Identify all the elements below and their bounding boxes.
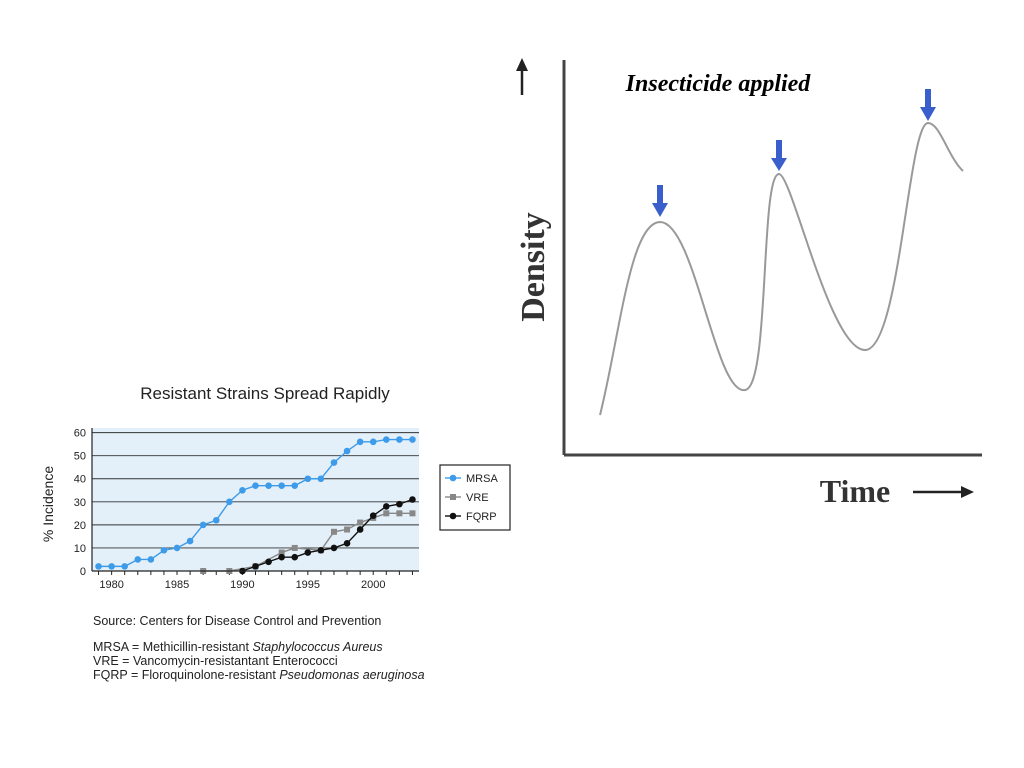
data-point-mrsa <box>369 438 377 446</box>
x-tick-label: 1995 <box>296 579 320 591</box>
density-x-arrow-head <box>961 486 974 498</box>
density-y-arrow-head <box>516 58 528 71</box>
source-note: Source: Centers for Disease Control and … <box>93 614 382 628</box>
grid-lines <box>92 432 419 549</box>
data-point-fqrp <box>252 563 259 570</box>
data-point-mrsa <box>121 563 128 570</box>
data-point-vre <box>357 519 364 526</box>
data-point-fqrp <box>343 540 351 547</box>
x-tick-label: 1985 <box>165 579 189 591</box>
note-mrsa: MRSA = Methicillin-resistant Staphylococ… <box>93 640 383 654</box>
data-point-vre <box>409 510 416 517</box>
data-point-mrsa <box>134 556 142 563</box>
data-point-mrsa <box>278 482 285 489</box>
y-tick-label: 60 <box>74 428 86 440</box>
data-point-mrsa <box>173 544 181 552</box>
series-layer <box>95 436 416 575</box>
data-point-mrsa <box>95 563 102 570</box>
data-point-mrsa <box>265 482 272 489</box>
data-point-fqrp <box>278 553 285 561</box>
data-point-fqrp <box>330 544 338 552</box>
resistance-chart-title: Resistant Strains Spread Rapidly <box>140 384 390 403</box>
legend: MRSA VRE FQRP <box>439 464 511 531</box>
density-y-label: Density <box>515 212 552 322</box>
y-tick-label: 20 <box>74 520 86 532</box>
note-name: Vancomycin-resistantant Enterococci <box>132 654 338 668</box>
data-point-mrsa <box>343 447 351 455</box>
legend-label-fqrp: FQRP <box>466 511 497 523</box>
data-point-mrsa <box>212 516 220 524</box>
data-point-fqrp <box>304 549 312 556</box>
data-point-mrsa <box>317 475 325 483</box>
data-point-vre <box>278 549 285 556</box>
plot-area <box>92 428 419 571</box>
data-point-mrsa <box>252 482 259 489</box>
data-point-fqrp <box>396 500 403 508</box>
density-curve <box>599 121 964 416</box>
insecticide-arrow-1 <box>652 185 668 217</box>
resistance-y-label: % Incidence <box>40 466 56 542</box>
density-x-label: Time <box>820 473 891 509</box>
data-point-mrsa <box>356 438 364 446</box>
data-point-mrsa <box>304 475 312 483</box>
insecticide-annotation: Insecticide applied <box>625 71 812 97</box>
density-chart: Density Time Insecticide applied <box>515 58 982 509</box>
data-point-mrsa <box>409 436 416 443</box>
legend-marker-mrsa <box>449 474 457 482</box>
data-point-fqrp <box>317 546 325 554</box>
data-point-fqrp <box>291 553 299 561</box>
data-point-mrsa <box>226 498 233 506</box>
note-name: Methicillin-resistant <box>142 640 249 654</box>
data-point-mrsa <box>108 563 115 570</box>
data-point-mrsa <box>147 556 155 563</box>
data-point-mrsa <box>199 521 207 529</box>
legend-label-mrsa: MRSA <box>466 473 498 485</box>
data-point-fqrp <box>265 558 272 566</box>
data-point-mrsa <box>330 459 338 466</box>
note-abbr: VRE <box>93 654 119 668</box>
data-point-mrsa <box>160 546 168 554</box>
note-vre: VRE = Vancomycin-resistantant Enterococc… <box>93 654 338 668</box>
axis-ticks: 0 10 20 30 40 50 60 1980 1985 1990 1995 2000 <box>74 428 413 591</box>
series-fqrp <box>239 496 416 575</box>
legend-marker-vre <box>450 494 456 500</box>
data-point-fqrp <box>383 503 390 510</box>
data-point-vre <box>291 544 298 551</box>
insecticide-arrow-2 <box>771 140 787 171</box>
y-tick-label: 0 <box>80 566 86 578</box>
data-point-vre <box>330 528 337 535</box>
y-tick-label: 50 <box>74 451 86 463</box>
note-italic: Pseudomonas aeruginosa <box>279 668 425 682</box>
x-tick-label: 1990 <box>230 579 254 591</box>
insecticide-arrow-3 <box>920 89 936 121</box>
data-point-mrsa <box>291 482 299 489</box>
data-point-mrsa <box>239 486 246 494</box>
legend-marker-fqrp <box>449 512 457 520</box>
note-abbr: MRSA <box>93 640 129 654</box>
note-name: Floroquinolone-resistant <box>141 668 276 682</box>
data-point-fqrp <box>369 512 377 519</box>
legend-label-vre: VRE <box>466 492 489 504</box>
data-point-mrsa <box>396 436 403 443</box>
note-abbr: FQRP <box>93 668 128 682</box>
x-tick-label: 1980 <box>99 579 123 591</box>
data-point-vre <box>383 510 390 517</box>
resistance-chart: Resistant Strains Spread Rapidly % Incid… <box>40 384 511 591</box>
series-mrsa <box>95 436 416 570</box>
note-fqrp: FQRP = Floroquinolone-resistant Pseudomo… <box>93 668 425 682</box>
x-tick-label: 2000 <box>361 579 385 591</box>
data-point-fqrp <box>409 496 416 503</box>
data-point-mrsa <box>186 537 194 545</box>
data-point-vre <box>396 510 403 517</box>
note-italic: Staphylococcus Aureus <box>252 640 383 654</box>
data-point-fqrp <box>356 526 364 533</box>
data-point-mrsa <box>383 436 390 443</box>
abbreviation-notes: MRSA = Methicillin-resistant Staphylococ… <box>93 640 513 682</box>
y-tick-label: 40 <box>74 474 86 486</box>
y-tick-label: 10 <box>74 543 86 555</box>
data-point-vre <box>344 526 351 533</box>
y-tick-label: 30 <box>74 497 86 509</box>
